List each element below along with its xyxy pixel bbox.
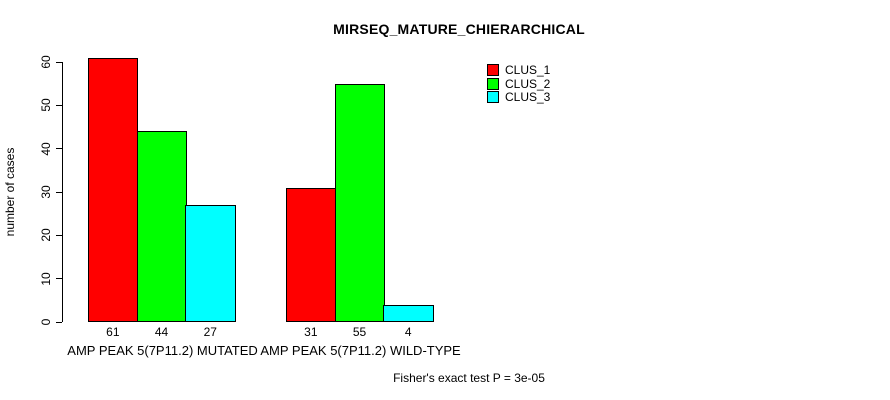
y-tick-label: 40	[39, 141, 53, 156]
y-axis-line	[62, 62, 63, 322]
bar-clus_2-group2	[334, 83, 386, 322]
y-tick-mark	[56, 61, 62, 63]
bar-value-label: 4	[404, 325, 412, 339]
bar-value-label: 44	[154, 325, 169, 339]
bar-clus_1-group1	[88, 57, 138, 322]
y-tick-mark	[56, 148, 62, 150]
bar-value-label: 61	[106, 325, 120, 339]
footer-annotation: Fisher's exact test P = 3e-05	[393, 371, 545, 385]
x-category-label: AMP PEAK 5(7P11.2) MUTATED	[67, 343, 258, 358]
y-tick-mark	[56, 321, 62, 323]
legend: CLUS_1 CLUS_2 CLUS_3	[487, 63, 550, 104]
y-tick-label: 60	[39, 55, 53, 69]
legend-label: CLUS_1	[505, 62, 551, 77]
x-category-label: AMP PEAK 5(7P11.2) WILD-TYPE	[260, 343, 461, 358]
plot-area: 0 10 20 30 40 50 60 61 44 27 31 55 4 AMP PEAK 5(7P1…	[39, 55, 461, 358]
legend-row-clus_2: CLUS_2	[487, 77, 550, 91]
bar-clus_3-group1	[185, 205, 237, 322]
chart-title: MIRSEQ_MATURE_CHIERARCHICAL	[333, 21, 585, 37]
bar-value-label: 31	[304, 325, 318, 339]
y-tick-label: 10	[39, 271, 53, 286]
y-tick-mark	[56, 234, 62, 236]
y-tick-label: 0	[39, 318, 53, 326]
y-tick-label: 50	[39, 98, 53, 113]
y-tick-mark	[56, 191, 62, 193]
bar-clus_2-group1	[136, 131, 188, 322]
legend-row-clus_1: CLUS_1	[487, 63, 550, 77]
y-tick-mark	[56, 104, 62, 106]
bar-value-label: 27	[203, 325, 217, 339]
bar-value-label: 55	[352, 325, 367, 339]
legend-label: CLUS_2	[505, 76, 551, 91]
bar-clus_1-group2	[286, 187, 336, 322]
y-axis-label: number of cases	[3, 147, 17, 237]
y-tick-label: 20	[39, 228, 53, 243]
legend-swatch-clus_3	[487, 91, 499, 104]
legend-row-clus_3: CLUS_3	[487, 90, 550, 104]
y-tick-label: 30	[39, 185, 53, 199]
legend-swatch-clus_2	[487, 77, 499, 90]
bar-clus_3-group2	[383, 304, 435, 322]
legend-label: CLUS_3	[505, 90, 551, 105]
y-tick-mark	[56, 278, 62, 280]
legend-swatch-clus_1	[487, 63, 499, 76]
